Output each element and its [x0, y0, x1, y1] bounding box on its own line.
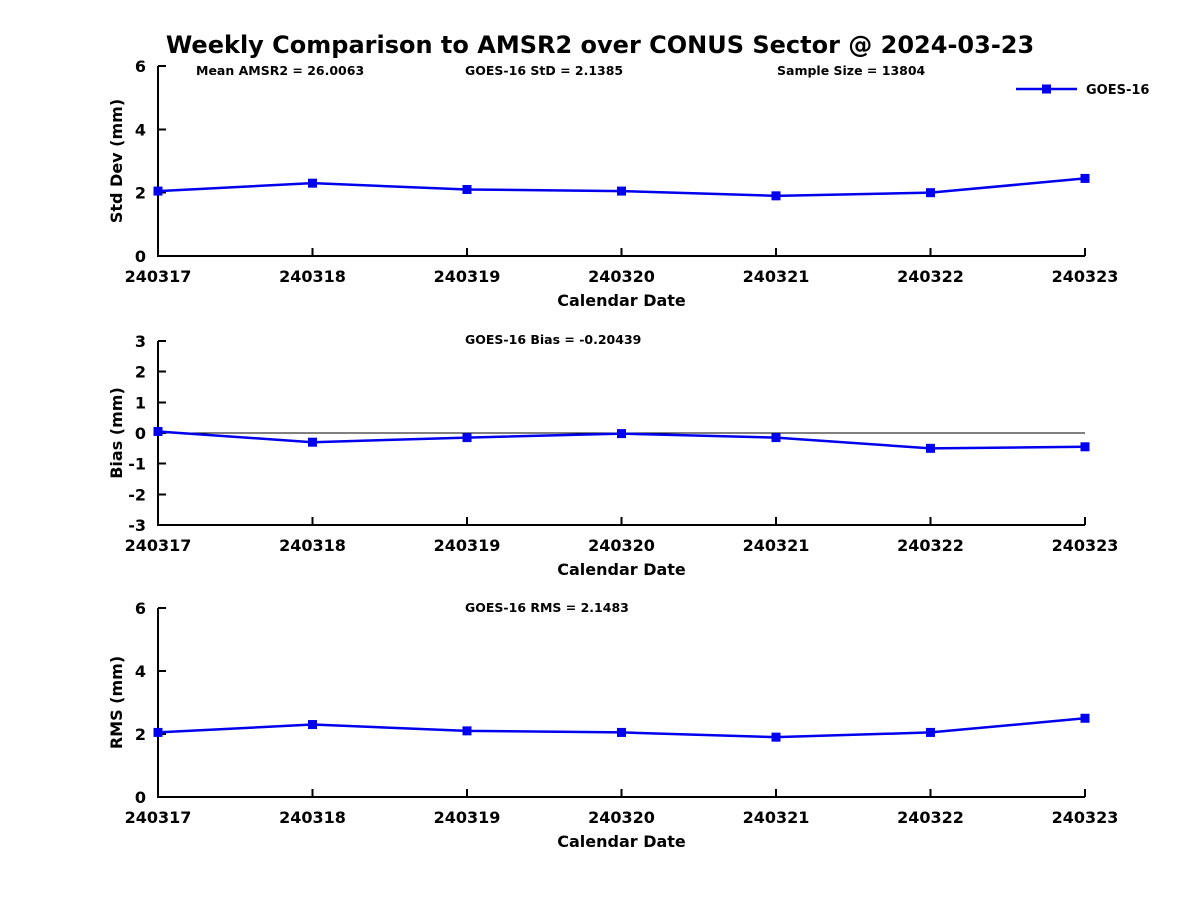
- subplot-stddev-ytick-label: 2: [135, 184, 146, 203]
- subplot-stddev-ytick-label: 0: [135, 247, 146, 266]
- subplot-bias-xtick-label: 240319: [434, 536, 501, 555]
- subplot-stddev-annotation: Sample Size = 13804: [777, 63, 926, 78]
- subplot-stddev-ytick-label: 4: [135, 120, 146, 139]
- subplot-rms-marker: [617, 727, 626, 737]
- subplot-rms-xtick-label: 240319: [434, 808, 501, 827]
- subplot-bias-ytick-label: -3: [128, 516, 146, 535]
- subplot-bias-ytick-label: 3: [135, 332, 146, 351]
- subplot-stddev-ytick-label: 6: [135, 57, 146, 76]
- subplot-bias-ytick-label: -1: [128, 455, 146, 474]
- subplot-rms-marker: [926, 727, 935, 737]
- subplot-bias-marker: [617, 429, 626, 439]
- figure-title: Weekly Comparison to AMSR2 over CONUS Se…: [165, 31, 1035, 59]
- subplot-stddev-annotation: Mean AMSR2 = 26.0063: [196, 63, 364, 78]
- subplot-stddev-xtick-label: 240317: [125, 267, 192, 286]
- subplot-stddev-marker: [926, 188, 935, 198]
- subplot-stddev-xtick-label: 240320: [588, 267, 655, 286]
- subplot-stddev-annotation: GOES-16 StD = 2.1385: [465, 63, 623, 78]
- subplot-rms-xtick-label: 240317: [125, 808, 192, 827]
- subplot-bias-annotation: GOES-16 Bias = -0.20439: [465, 332, 641, 347]
- subplot-rms-marker: [462, 726, 472, 736]
- subplot-bias-ytick-label: 2: [135, 363, 146, 382]
- subplot-rms-marker: [308, 720, 317, 730]
- subplot-bias-marker: [1080, 442, 1090, 452]
- subplot-stddev-xaxis-label: Calendar Date: [557, 291, 686, 310]
- subplot-stddev-yaxis-label: Std Dev (mm): [107, 99, 126, 223]
- subplot-rms-marker: [1080, 713, 1090, 723]
- subplot-rms-annotation: GOES-16 RMS = 2.1483: [465, 600, 629, 615]
- subplot-stddev-xtick-label: 240321: [743, 267, 810, 286]
- subplot-rms-marker: [771, 732, 781, 742]
- subplot-bias-xtick-label: 240318: [279, 536, 346, 555]
- subplot-rms-yaxis-label: RMS (mm): [107, 656, 126, 749]
- subplot-rms-xtick-label: 240323: [1052, 808, 1119, 827]
- subplot-stddev-marker: [771, 191, 781, 201]
- subplot-rms-xtick-label: 240320: [588, 808, 655, 827]
- subplot-bias-marker: [771, 433, 781, 443]
- subplot-bias-xtick-label: 240321: [743, 536, 810, 555]
- subplot-stddev-marker: [153, 186, 163, 196]
- subplot-stddev-marker: [308, 178, 317, 188]
- subplot-rms-ytick-label: 2: [135, 725, 146, 744]
- subplot-rms-marker: [153, 727, 163, 737]
- legend-label: GOES-16: [1086, 83, 1149, 98]
- subplot-rms-xtick-label: 240318: [279, 808, 346, 827]
- subplot-rms-axes-spines: [157, 608, 1085, 798]
- subplot-stddev-marker: [1080, 173, 1090, 183]
- subplot-stddev-xtick-label: 240318: [279, 267, 346, 286]
- subplot-rms-ytick-label: 4: [135, 662, 146, 681]
- subplot-rms-ytick-label: 0: [135, 788, 146, 807]
- subplot-rms-xaxis-label: Calendar Date: [557, 832, 686, 851]
- subplot-bias-xtick-label: 240320: [588, 536, 655, 555]
- subplot-rms-xtick-label: 240322: [897, 808, 964, 827]
- subplot-rms-xtick-label: 240321: [743, 808, 810, 827]
- subplot-bias-ytick-label: 0: [135, 424, 146, 443]
- subplot-bias-xtick-label: 240323: [1052, 536, 1119, 555]
- subplot-bias-ytick-label: -2: [128, 485, 146, 504]
- subplot-bias-marker: [926, 443, 935, 453]
- subplot-bias-xaxis-label: Calendar Date: [557, 560, 686, 579]
- subplot-bias-xtick-label: 240317: [125, 536, 192, 555]
- legend-marker-icon: [1042, 84, 1051, 94]
- subplot-bias-marker: [308, 437, 317, 447]
- subplot-stddev-xtick-label: 240319: [434, 267, 501, 286]
- subplot-stddev-marker: [462, 185, 472, 194]
- subplot-stddev-xtick-label: 240323: [1052, 267, 1119, 286]
- subplot-bias-yaxis-label: Bias (mm): [107, 387, 126, 479]
- subplot-rms-ytick-label: 6: [135, 599, 146, 618]
- subplot-bias-marker: [153, 426, 163, 436]
- subplot-bias-xtick-label: 240322: [897, 536, 964, 555]
- subplot-bias-marker: [462, 433, 472, 443]
- subplot-stddev-axes-spines: [157, 66, 1085, 257]
- subplot-stddev-xtick-label: 240322: [897, 267, 964, 286]
- subplot-bias-ytick-label: 1: [135, 393, 146, 412]
- subplot-stddev-marker: [617, 186, 626, 196]
